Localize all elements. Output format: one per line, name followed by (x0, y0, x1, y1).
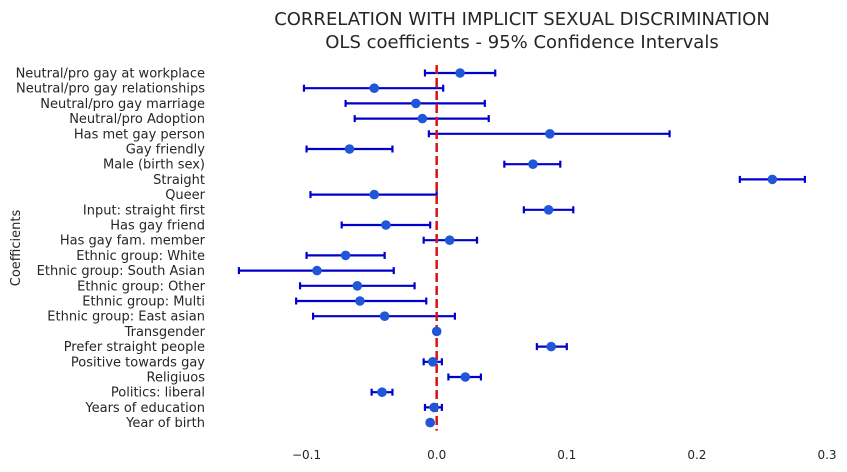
coefficient-point (355, 296, 365, 306)
category-label: Years of education (84, 401, 205, 416)
category-label: Input: straight first (83, 203, 205, 218)
category-label: Neutral/pro gay marriage (40, 97, 205, 112)
category-label: Ethnic group: Multi (82, 295, 205, 310)
error-bars (237, 69, 806, 427)
coefficient-point (546, 341, 556, 352)
category-label: Has gay friend (110, 219, 205, 234)
y-axis-label: Coefficients (9, 210, 24, 287)
coefficient-point (369, 83, 380, 93)
coefficient-point (425, 417, 435, 428)
coefficient-point (411, 98, 421, 109)
coefficient-point (444, 235, 455, 245)
category-label: Neutral/pro gay at workplace (16, 67, 205, 82)
coefficient-point (431, 326, 442, 337)
x-tick-label: 0.2 (687, 448, 706, 462)
category-label: Ethnic group: East asian (47, 310, 205, 325)
coefficient-points (312, 68, 778, 428)
category-label: Neutral/pro Adoption (69, 112, 205, 127)
chart-subtitle: OLS coefficients - 95% Confidence Interv… (325, 32, 718, 53)
x-tick-label: 0.0 (427, 448, 446, 462)
category-labels: Neutral/pro gay at workplaceNeutral/pro … (16, 67, 206, 432)
x-tick-label: 0.3 (817, 448, 836, 462)
coefficient-point (455, 68, 465, 78)
category-label: Positive towards gay (71, 355, 205, 370)
chart-title: CORRELATION WITH IMPLICIT SEXUAL DISCRIM… (274, 9, 770, 30)
category-label: Has met gay person (74, 127, 205, 142)
x-axis-ticks: −0.1 0.0 0.1 0.2 0.3 (292, 448, 837, 462)
category-label: Queer (165, 188, 205, 203)
category-label: Gay friendly (126, 143, 206, 158)
coefficient-point (344, 144, 355, 154)
coefficient-point (429, 402, 439, 413)
x-tick-label: 0.1 (557, 448, 576, 462)
coefficient-point (545, 129, 555, 139)
coefficient-point (381, 220, 391, 230)
coefficient-point (312, 265, 322, 276)
category-label: Religiuos (147, 371, 206, 386)
coefficient-point (528, 159, 538, 169)
category-label: Straight (153, 173, 205, 188)
coefficient-point (377, 387, 387, 398)
coefficient-point (543, 205, 554, 215)
coefficient-point (379, 311, 390, 322)
x-tick-label: −0.1 (292, 448, 321, 462)
coefficient-point (340, 250, 351, 261)
coefficient-point (427, 357, 438, 367)
coefficient-point (460, 372, 471, 382)
coefficient-point (417, 113, 428, 124)
category-label: Prefer straight people (64, 340, 205, 355)
coefficient-point (352, 281, 363, 291)
category-label: Ethnic group: Other (77, 279, 206, 294)
category-label: Transgender (124, 325, 206, 340)
coefficient-point (767, 174, 778, 185)
category-label: Neutral/pro gay relationships (16, 82, 205, 97)
category-label: Has gay fam. member (60, 234, 206, 249)
category-label: Politics: liberal (111, 386, 205, 401)
category-label: Male (birth sex) (103, 158, 205, 173)
coefficient-point (369, 189, 380, 200)
category-label: Ethnic group: South Asian (37, 264, 205, 279)
category-label: Year of birth (125, 416, 205, 431)
category-label: Ethnic group: White (76, 249, 205, 264)
